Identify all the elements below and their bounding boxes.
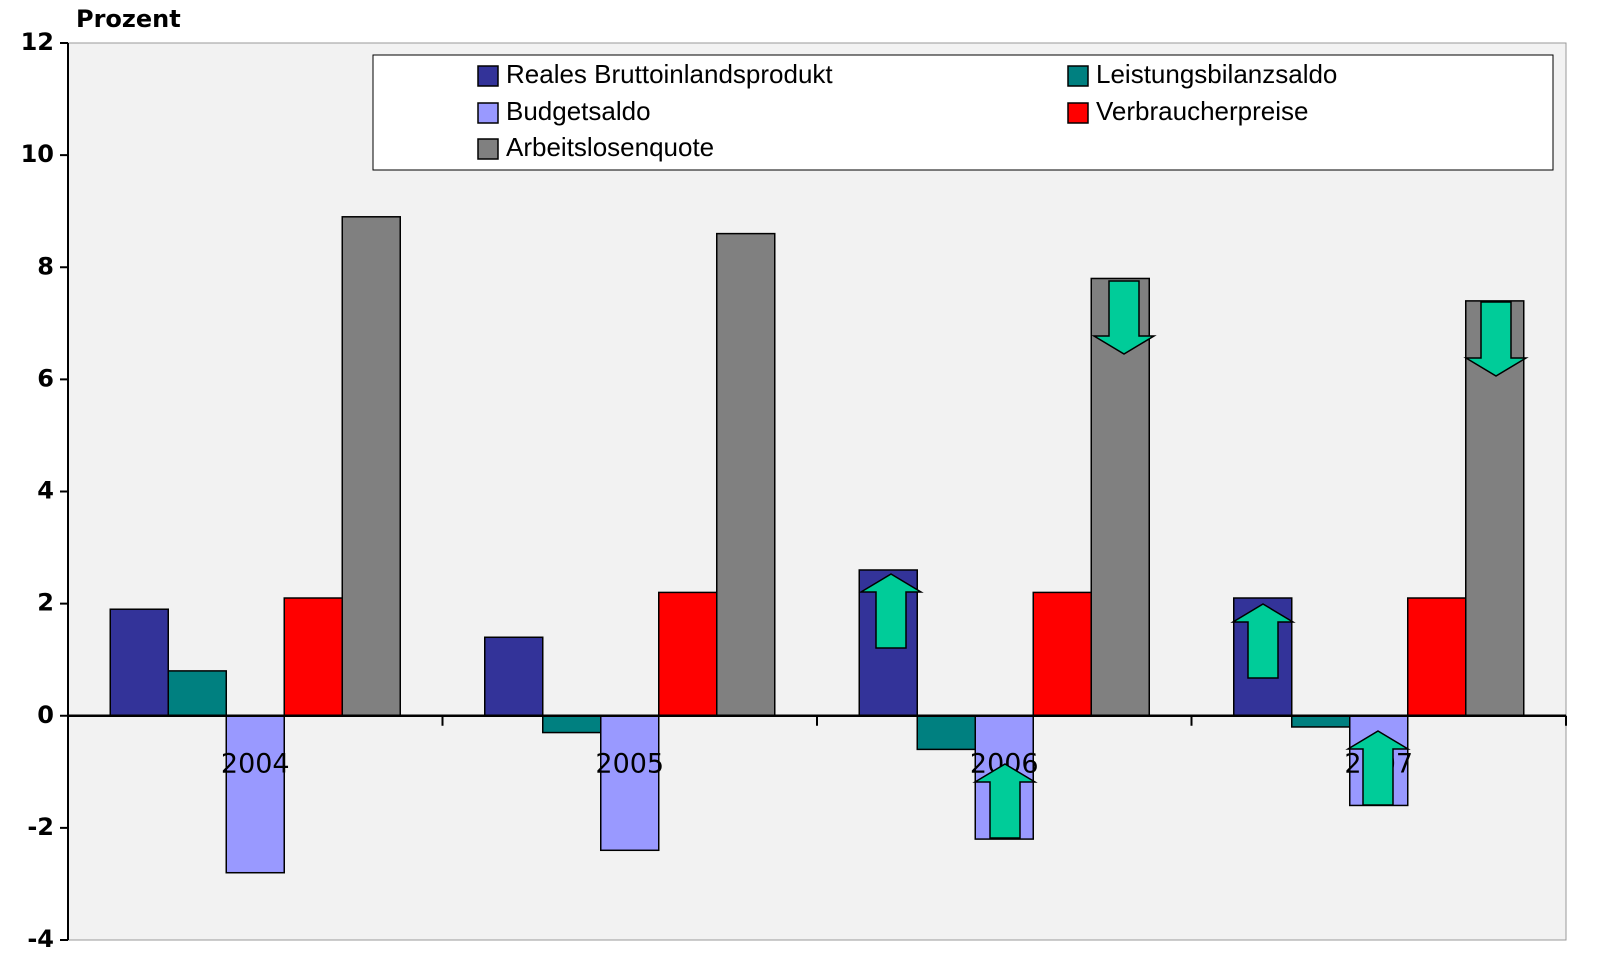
y-tick-label: -2 [27,813,54,841]
bar [1291,715,1351,728]
y-tick-label: 12 [21,28,54,56]
bar [167,670,227,717]
bar [1032,591,1092,717]
y-axis-label: Prozent [76,5,181,33]
arrow-up [972,763,1038,839]
legend-label: Verbraucherpreise [1096,96,1308,126]
y-tick-label: 2 [37,589,54,617]
y-tick-label: 4 [37,477,54,505]
y-tick-label: -4 [27,925,54,953]
bar [716,232,776,717]
legend-label: Arbeitslosenquote [506,132,714,162]
arrow-down [1463,301,1529,377]
legend-swatch [477,102,499,124]
arrow-up [1345,730,1411,806]
bar [225,715,285,874]
bar [1407,597,1467,717]
legend-swatch [1067,102,1089,124]
bar [109,608,169,717]
bar [283,597,343,717]
legend-swatch [1067,65,1089,87]
y-tick-label: 10 [21,140,54,168]
legend-label: Budgetsaldo [506,96,651,126]
x-tick-label: 2005 [595,748,664,779]
x-tick-label: 2004 [221,748,290,779]
bar [658,591,718,717]
bar [484,636,544,717]
legend-swatch [477,138,499,160]
legend-label: Reales Bruttoinlandsprodukt [506,59,833,89]
arrow-up [858,573,924,649]
plot-area [67,42,1567,941]
arrow-up [1230,603,1296,679]
legend-swatch [477,65,499,87]
legend-box [372,54,1554,171]
bar [542,715,602,734]
bar [600,715,660,852]
y-tick-label: 6 [37,364,54,392]
bar [916,715,976,751]
legend-label: Leistungsbilanzsaldo [1096,59,1337,89]
arrow-down [1091,280,1157,355]
arrows [858,280,1529,839]
bar [341,216,401,717]
y-tick-label: 8 [37,252,54,280]
y-tick-label: 0 [37,701,54,729]
